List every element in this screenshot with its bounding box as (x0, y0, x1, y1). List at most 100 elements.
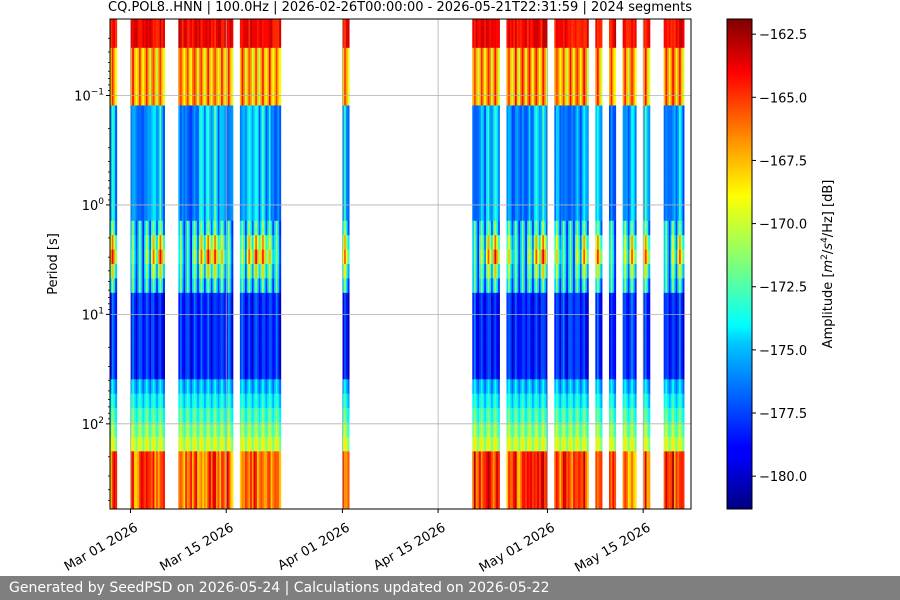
heatmap-cell (198, 62, 201, 77)
heatmap-cell (554, 393, 557, 409)
heatmap-cell (272, 336, 275, 351)
heatmap-cell (513, 451, 516, 467)
heatmap-cell (511, 494, 514, 509)
heatmap-cell (137, 336, 140, 351)
heatmap-cell (140, 47, 143, 63)
heatmap-cell (197, 321, 200, 337)
heatmap-cell (491, 19, 494, 34)
heatmap-cell (246, 76, 249, 92)
heatmap-cell (544, 163, 547, 178)
heatmap-cell (347, 62, 350, 77)
heatmap-cell (132, 134, 135, 149)
heatmap-cell (557, 364, 560, 380)
heatmap-cell (241, 292, 244, 308)
heatmap-cell (200, 19, 203, 34)
heatmap-cell (154, 47, 157, 63)
heatmap-cell (272, 379, 275, 394)
heatmap-cell (243, 148, 246, 164)
heatmap-cell (152, 321, 155, 337)
heatmap-cell (595, 119, 598, 135)
heatmap-cell (480, 220, 483, 236)
heatmap-cell (132, 350, 135, 366)
heatmap-cell (140, 451, 143, 467)
heatmap-cell (256, 408, 259, 423)
heatmap-cell (157, 249, 160, 265)
heatmap-cell (347, 350, 350, 366)
heatmap-cell (157, 47, 160, 63)
heatmap-cell (479, 278, 482, 294)
heatmap-cell (151, 321, 154, 337)
heatmap-cell (241, 33, 244, 49)
heatmap-cell (256, 465, 259, 481)
heatmap-cell (473, 292, 476, 308)
heatmap-cell (567, 350, 570, 366)
heatmap-cell (537, 364, 540, 380)
heatmap-cell (224, 292, 227, 308)
heatmap-cell (537, 494, 540, 509)
heatmap-cell (559, 148, 562, 164)
heatmap-cell (557, 47, 560, 63)
heatmap-cell (185, 91, 188, 106)
heatmap-cell (188, 321, 191, 337)
heatmap-cell (342, 494, 345, 509)
heatmap-cell (557, 148, 560, 164)
heatmap-cell (178, 436, 181, 452)
heatmap-cell (598, 336, 601, 351)
heatmap-cell (277, 62, 280, 77)
heatmap-cell (514, 235, 517, 250)
heatmap-cell (154, 62, 157, 77)
heatmap-cell (110, 480, 113, 495)
heatmap-cell (576, 321, 579, 337)
heatmap-cell (255, 494, 258, 509)
heatmap-cell (564, 436, 567, 452)
heatmap-cell (137, 292, 140, 308)
heatmap-cell (525, 191, 528, 207)
heatmap-cell (260, 105, 263, 121)
heatmap-cell (542, 105, 545, 121)
heatmap-cell (537, 105, 540, 121)
heatmap-cell (472, 422, 475, 438)
heatmap-cell (497, 191, 500, 207)
heatmap-cell (585, 177, 588, 193)
heatmap-cell (586, 191, 589, 207)
heatmap-cell (115, 134, 118, 149)
heatmap-cell (538, 191, 541, 207)
heatmap-cell (224, 379, 227, 394)
heatmap-cell (217, 163, 220, 178)
heatmap-cell (516, 480, 519, 495)
heatmap-cell (492, 264, 495, 279)
heatmap-cell (542, 408, 545, 423)
heatmap-cell (260, 393, 263, 409)
heatmap-cell (195, 278, 198, 294)
heatmap-cell (217, 76, 220, 92)
heatmap-cell (258, 408, 261, 423)
heatmap-cell (161, 278, 164, 294)
heatmap-cell (224, 364, 227, 380)
heatmap-cell (210, 278, 213, 294)
heatmap-cell (554, 19, 557, 34)
heatmap-cell (142, 206, 145, 222)
heatmap-cell (217, 62, 220, 77)
heatmap-cell (506, 148, 509, 164)
heatmap-cell (255, 62, 258, 77)
heatmap-cell (494, 494, 497, 509)
heatmap-cell (262, 62, 265, 77)
heatmap-cell (581, 350, 584, 366)
heatmap-cell (256, 163, 259, 178)
heatmap-cell (494, 76, 497, 92)
heatmap-cell (509, 62, 512, 77)
heatmap-cell (496, 278, 499, 294)
heatmap-cell (186, 321, 189, 337)
heatmap-cell (251, 422, 254, 438)
heatmap-cell (202, 350, 205, 366)
heatmap-cell (268, 379, 271, 394)
heatmap-cell (188, 62, 191, 77)
heatmap-cell (479, 336, 482, 351)
heatmap-cell (598, 393, 601, 409)
heatmap-cell (484, 220, 487, 236)
heatmap-cell (514, 148, 517, 164)
heatmap-cell (190, 408, 193, 423)
heatmap-cell (198, 105, 201, 121)
heatmap-cell (491, 336, 494, 351)
heatmap-cell (569, 105, 572, 121)
